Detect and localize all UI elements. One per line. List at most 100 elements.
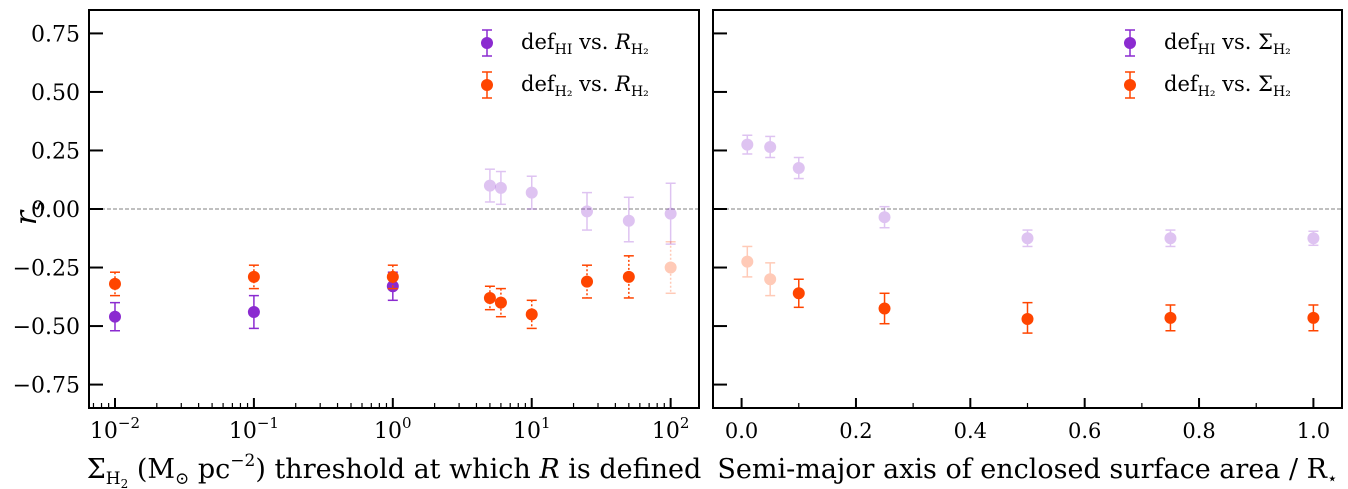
x-tick-label: 0.0 (725, 419, 758, 443)
marker (581, 205, 594, 218)
marker (494, 181, 507, 194)
x-tick-label: 10−2 (90, 414, 140, 444)
x-tick-label: 0.8 (1182, 419, 1215, 443)
y-tick-label: −0.50 (13, 315, 80, 340)
data-point (1021, 301, 1034, 334)
marker (1021, 232, 1034, 245)
marker (1021, 313, 1034, 326)
x-axis-label: Semi-major axis of enclosed surface area… (717, 454, 1337, 489)
legend-label: defHI vs. RH₂ (521, 30, 649, 58)
marker (622, 270, 635, 283)
y-tick-label: 0.00 (31, 198, 80, 223)
data-point (1307, 304, 1320, 332)
marker (764, 140, 777, 153)
data-point (622, 196, 635, 243)
plot-frame (88, 9, 700, 409)
x-tick-label: 0.4 (954, 419, 987, 443)
data-point (108, 301, 121, 332)
x-axis-label: ΣH2 (M⊙ pc−2) threshold at which R is de… (87, 451, 702, 489)
data-point (1021, 229, 1034, 248)
data-point (247, 294, 260, 330)
marker (741, 255, 754, 268)
marker (664, 207, 677, 220)
data-point (483, 285, 496, 311)
marker (878, 302, 891, 315)
legend-label: defH₂ vs. RH₂ (521, 72, 649, 100)
right-panel: 0.0 0.2 0.4 0.6 0.8 1.0 defHI vs. ΣH₂ defH₂ vs.… (712, 9, 1343, 489)
marker (247, 306, 260, 319)
marker (525, 308, 538, 321)
legend-label: defHI vs. ΣH₂ (1164, 30, 1291, 58)
data-point (792, 156, 805, 180)
marker (664, 261, 677, 274)
marker (108, 277, 121, 290)
data-point (108, 271, 121, 297)
legend-marker (481, 79, 493, 91)
marker (386, 270, 399, 283)
marker (108, 310, 121, 323)
data-point (494, 287, 507, 318)
marker (792, 162, 805, 175)
data-point (1164, 229, 1177, 248)
marker (1307, 311, 1320, 324)
legend-marker (1124, 79, 1136, 91)
y-tick-label: 0.75 (31, 22, 80, 47)
data-point (1164, 304, 1177, 332)
legend-label: defH₂ vs. ΣH₂ (1164, 72, 1291, 100)
data-point (581, 191, 594, 231)
y-tick-label: −0.25 (13, 257, 80, 282)
data-point (247, 264, 260, 290)
marker (1164, 311, 1177, 324)
data-point (878, 205, 891, 229)
x-tick-label: 100 (374, 414, 412, 444)
y-axis-label-subscript: s (25, 201, 49, 211)
data-point (741, 245, 754, 278)
marker (741, 138, 754, 151)
data-point (525, 299, 538, 330)
marker (247, 270, 260, 283)
x-tick-label: 102 (652, 414, 690, 444)
y-axis-label: rs (9, 201, 49, 226)
data-point (386, 264, 399, 290)
marker (525, 186, 538, 199)
marker (1164, 232, 1177, 245)
x-tick-label: 1.0 (1297, 419, 1330, 443)
marker (792, 287, 805, 300)
marker (878, 211, 891, 224)
data-point (494, 170, 507, 206)
y-tick-label: −0.75 (13, 374, 80, 399)
marker (1307, 232, 1320, 245)
marker (483, 179, 496, 192)
x-tick-label: 0.6 (1068, 419, 1101, 443)
plot-frame (712, 9, 1343, 409)
data-point (1307, 230, 1320, 247)
x-tick-label: 10−1 (229, 414, 279, 444)
legend-entry: defHI vs. ΣH₂ (1124, 29, 1291, 58)
marker (764, 273, 777, 286)
x-tick-label: 0.2 (839, 419, 872, 443)
data-point (764, 135, 777, 159)
y-tick-label: 0.25 (31, 139, 80, 164)
data-point (525, 175, 538, 210)
marker (581, 275, 594, 288)
legend-entry: defH₂ vs. ΣH₂ (1124, 71, 1291, 100)
data-point (581, 264, 594, 299)
legend-marker (1124, 37, 1136, 49)
data-point (764, 262, 777, 297)
marker (494, 296, 507, 309)
data-point (664, 182, 677, 245)
data-point (664, 241, 677, 295)
data-point (878, 292, 891, 325)
marker (622, 214, 635, 227)
marker (483, 291, 496, 304)
data-point (483, 168, 496, 203)
legend-marker (481, 37, 493, 49)
left-panel: 0.75 0.50 0.25 0.00 −0.25 −0.50 −0.75 10−2 10−1 1… (13, 9, 702, 489)
legend-entry: defHI vs. RH₂ (481, 29, 649, 58)
data-point (792, 278, 805, 309)
x-tick-label: 101 (513, 414, 551, 444)
y-tick-label: 0.50 (31, 81, 80, 106)
data-point (622, 255, 635, 299)
data-point (741, 134, 754, 155)
legend-entry: defH₂ vs. RH₂ (481, 71, 649, 100)
